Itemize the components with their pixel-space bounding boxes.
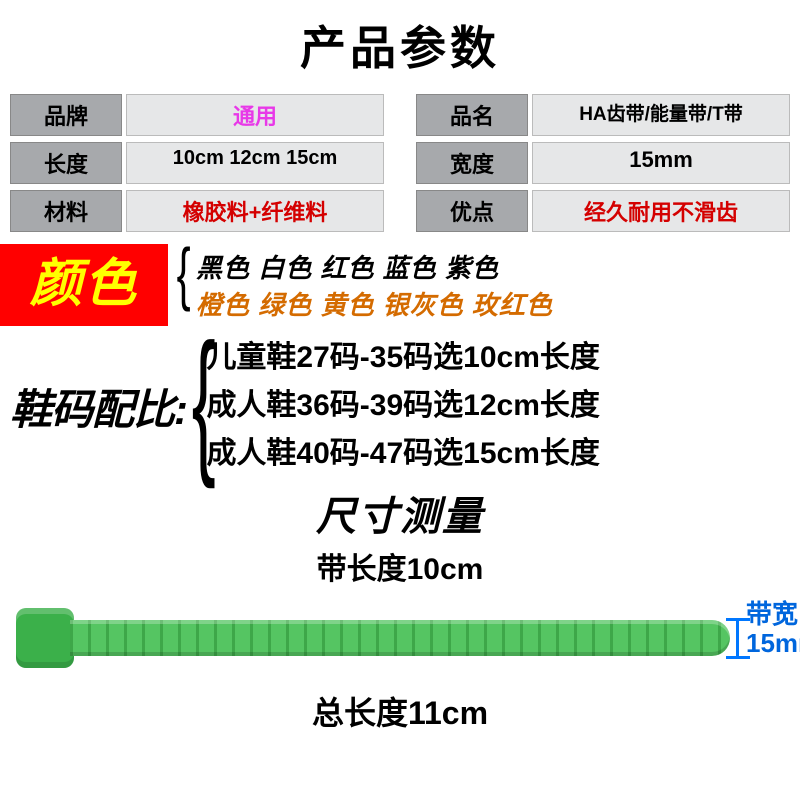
measure-title: 尺寸测量 bbox=[0, 484, 800, 542]
brace-icon: { bbox=[177, 238, 191, 308]
size-match-label: 鞋码配比: bbox=[10, 376, 187, 437]
spec-cell: 优点 经久耐用不滑齿 bbox=[416, 190, 790, 232]
spec-label-name: 品名 bbox=[416, 94, 528, 136]
spec-cell: 长度 10cm 12cm 15cm bbox=[10, 142, 384, 184]
spec-cell: 品名 HA齿带/能量带/T带 bbox=[416, 94, 790, 136]
spec-value-name: HA齿带/能量带/T带 bbox=[532, 94, 790, 136]
belt-body-shape bbox=[70, 620, 730, 656]
size-line: 成人鞋36码-39码选12cm长度 bbox=[206, 382, 599, 430]
size-match-lines: 儿童鞋27码-35码选10cm长度 成人鞋36码-39码选12cm长度 成人鞋4… bbox=[206, 334, 599, 478]
brace-big-icon: { bbox=[192, 328, 216, 472]
size-match-section: 鞋码配比: { 儿童鞋27码-35码选10cm长度 成人鞋36码-39码选12c… bbox=[0, 326, 800, 478]
spec-cell: 材料 橡胶料+纤维料 bbox=[10, 190, 384, 232]
spec-value-brand: 通用 bbox=[126, 94, 384, 136]
spec-label-length: 长度 bbox=[10, 142, 122, 184]
size-line: 成人鞋40码-47码选15cm长度 bbox=[206, 430, 599, 478]
spec-value-advantage: 经久耐用不滑齿 bbox=[532, 190, 790, 232]
color-line-2: 橙色 绿色 黄色 银灰色 玫红色 bbox=[196, 285, 800, 322]
page-title: 产品参数 bbox=[0, 0, 800, 94]
spec-label-width: 宽度 bbox=[416, 142, 528, 184]
spec-cell: 品牌 通用 bbox=[10, 94, 384, 136]
spec-value-length: 10cm 12cm 15cm bbox=[126, 142, 384, 184]
color-section-label: 颜色 bbox=[0, 244, 168, 326]
spec-label-material: 材料 bbox=[10, 190, 122, 232]
spec-value-width: 15mm bbox=[532, 142, 790, 184]
total-length-label: 总长度11cm bbox=[0, 688, 800, 734]
spec-row-2: 长度 10cm 12cm 15cm 宽度 15mm bbox=[0, 142, 800, 184]
spec-label-advantage: 优点 bbox=[416, 190, 528, 232]
color-line-1: 黑色 白色 红色 蓝色 紫色 bbox=[196, 248, 800, 285]
belt-head-shape bbox=[16, 608, 74, 668]
size-line: 儿童鞋27码-35码选10cm长度 bbox=[206, 334, 599, 382]
belt-length-label: 带长度10cm bbox=[0, 544, 800, 588]
spec-label-brand: 品牌 bbox=[10, 94, 122, 136]
color-section: 颜色 { 黑色 白色 红色 蓝色 紫色 橙色 绿色 黄色 银灰色 玫红色 bbox=[0, 244, 800, 326]
spec-row-1: 品牌 通用 品名 HA齿带/能量带/T带 bbox=[0, 94, 800, 136]
spec-value-material: 橡胶料+纤维料 bbox=[126, 190, 384, 232]
width-text: 带宽 15mm bbox=[746, 600, 800, 657]
spec-cell: 宽度 15mm bbox=[416, 142, 790, 184]
spec-row-3: 材料 橡胶料+纤维料 优点 经久耐用不滑齿 bbox=[0, 190, 800, 232]
belt-diagram: 带宽 15mm bbox=[10, 592, 790, 692]
color-section-values: { 黑色 白色 红色 蓝色 紫色 橙色 绿色 黄色 银灰色 玫红色 bbox=[168, 244, 800, 326]
